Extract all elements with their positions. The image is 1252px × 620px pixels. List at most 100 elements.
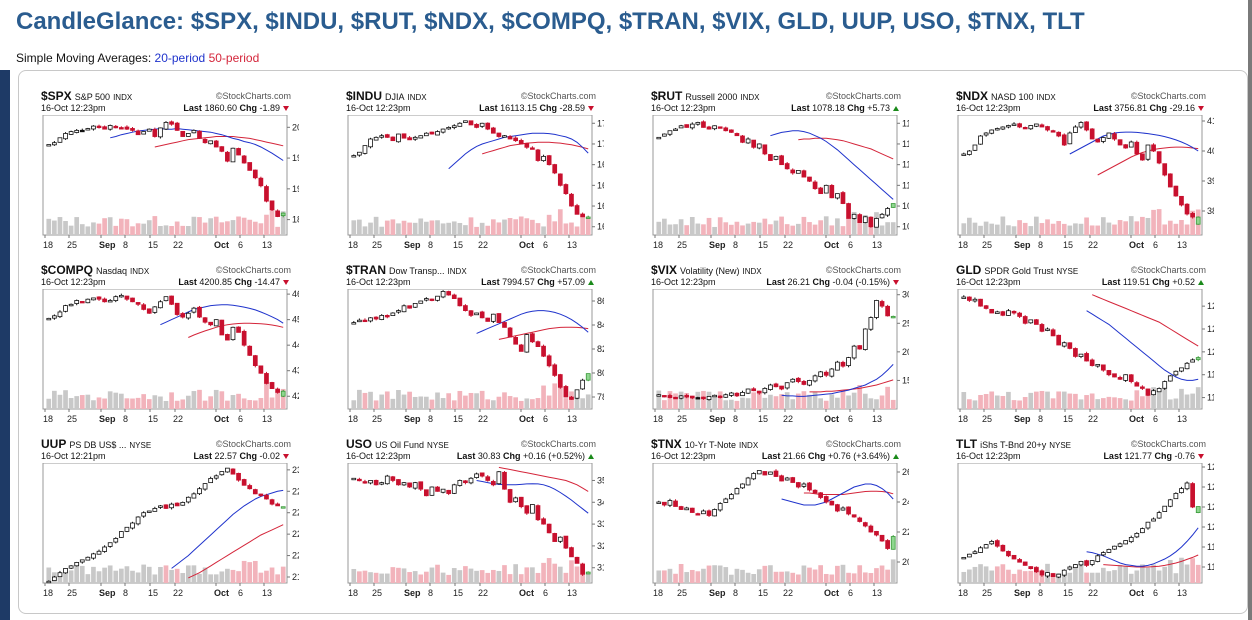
volume-bar <box>1128 216 1134 235</box>
candle-body <box>518 496 524 508</box>
volume-bar <box>468 392 474 409</box>
candle-body <box>264 186 269 202</box>
y-tick-label: 34 <box>597 497 604 507</box>
candle-body <box>779 385 784 390</box>
chart-ndx[interactable]: $NDX NASD 100 INDX ©StockCharts.com 16-Oct 1… <box>956 87 1214 257</box>
chart-tlt[interactable]: TLT iShs T-Bnd 20+y NYSE ©StockCharts.com 16… <box>956 435 1214 605</box>
candle-body <box>868 216 874 228</box>
volume-bar <box>247 219 253 235</box>
chart-tran[interactable]: $TRAN Dow Transp... INDX ©StockCharts.com 16… <box>346 261 604 431</box>
volume-bar <box>840 226 846 235</box>
chart-header: $NDX NASD 100 INDX ©StockCharts.com 16-Oct 1… <box>956 87 1214 117</box>
x-tick-label: 15 <box>1063 240 1073 250</box>
volume-bar <box>280 566 286 583</box>
candle-body <box>706 510 712 516</box>
candle-body <box>479 122 485 127</box>
chg-label: Chg <box>502 451 521 461</box>
volume-bar <box>1095 399 1101 409</box>
candle-body <box>451 484 457 494</box>
chart-rut[interactable]: $RUT Russell 2000 INDX ©StockCharts.com 16-O… <box>651 87 909 257</box>
volume-bar <box>846 218 851 235</box>
quote-datetime: 16-Oct 12:23pm <box>41 103 106 113</box>
x-tick-label: 22 <box>478 588 488 598</box>
volume-bar <box>1011 226 1017 235</box>
volume-bar <box>1073 393 1078 409</box>
volume-bar <box>412 222 418 235</box>
volume-bar <box>1140 216 1145 235</box>
candle-body <box>152 508 158 512</box>
chart-spx[interactable]: $SPX S&P 500 INDX ©StockCharts.com 16-Oct 12… <box>41 87 299 257</box>
candle-body <box>779 155 784 166</box>
candle-body <box>723 127 729 132</box>
candle-body <box>247 485 253 490</box>
volume-bar <box>563 398 569 409</box>
volume-bar <box>113 225 119 235</box>
volume-bar <box>91 400 96 409</box>
candle-body <box>552 364 558 376</box>
volume-bar <box>446 393 452 409</box>
volume-bar <box>141 394 147 409</box>
volume-bar <box>219 391 225 409</box>
x-tick-label: 8 <box>733 240 738 250</box>
chart-vix[interactable]: $VIX Volatility (New) INDX ©StockCharts.com… <box>651 261 909 431</box>
volume-bar <box>656 221 662 235</box>
candle-body <box>219 146 225 152</box>
chart-gld[interactable]: GLD SPDR Gold Trust NYSE ©StockCharts.com 16… <box>956 261 1214 431</box>
chart-tnx[interactable]: $TNX 10-Yr T-Note INDX ©StockCharts.com 16-O… <box>651 435 909 605</box>
candle-body <box>541 155 546 162</box>
sma50-label[interactable]: 50-period <box>208 51 260 65</box>
sma50-line <box>498 326 589 340</box>
candle-body <box>678 125 684 129</box>
volume-bar <box>729 224 734 235</box>
chg-label: Chg <box>1154 451 1172 461</box>
candle-body <box>557 173 563 186</box>
volume-bar <box>552 563 558 583</box>
x-tick-label: 8 <box>1038 588 1043 598</box>
last-label: Last <box>193 451 212 461</box>
x-tick-label: 6 <box>1153 414 1158 424</box>
candle-body <box>751 473 757 480</box>
candle-body <box>989 129 995 134</box>
candle-body <box>396 133 401 143</box>
candle-body <box>1134 382 1140 387</box>
candle-body <box>507 489 513 503</box>
volume-bar <box>485 399 491 409</box>
chart-uso[interactable]: USO US Oil Fund NYSE ©StockCharts.com 16-Oct… <box>346 435 604 605</box>
quote-datetime: 16-Oct 12:23pm <box>41 277 106 287</box>
volume-bar <box>185 565 191 583</box>
volume-bar <box>1067 393 1073 409</box>
x-tick-label: 8 <box>123 240 128 250</box>
candle-body <box>689 507 695 513</box>
volume-bar <box>113 392 119 409</box>
candle-body <box>208 321 214 326</box>
x-tick-label: 8 <box>123 414 128 424</box>
candle-body <box>513 497 519 503</box>
volume-bar <box>384 391 390 409</box>
candle-body <box>667 395 673 398</box>
x-tick-label: 25 <box>372 414 382 424</box>
candle-body <box>967 296 972 301</box>
candle-body <box>574 205 580 215</box>
candle-body <box>1067 132 1073 145</box>
volume-bar <box>1050 398 1056 409</box>
candle-body <box>1028 125 1034 130</box>
volume-bar <box>247 400 253 409</box>
candle-body <box>46 317 52 321</box>
chart-uup[interactable]: UUP PS DB US$ ... NYSE ©StockCharts.com 16-O… <box>41 435 299 605</box>
candle-body <box>1100 552 1106 556</box>
volume-bar <box>197 389 202 409</box>
y-tick-label: 1050 <box>902 222 909 232</box>
y-tick-label: 17250 <box>597 118 604 128</box>
quote-values: Last 30.83 Chg +0.16 (+0.52%) <box>457 451 594 461</box>
chart-indu[interactable]: $INDU DJIA INDX ©StockCharts.com 16-Oct 12:2… <box>346 87 604 257</box>
volume-bar <box>169 392 174 409</box>
sma20-label[interactable]: 20-period <box>154 51 206 65</box>
chart-compq[interactable]: $COMPQ Nasdaq INDX ©StockCharts.com 16-Oct 1… <box>41 261 299 431</box>
candle-body <box>972 144 978 151</box>
volume-bar <box>474 226 479 235</box>
candle-body <box>275 210 280 217</box>
candle-body <box>79 301 85 304</box>
candle-body <box>1184 203 1190 215</box>
candle-body <box>518 140 524 145</box>
candle-body <box>1184 362 1190 370</box>
